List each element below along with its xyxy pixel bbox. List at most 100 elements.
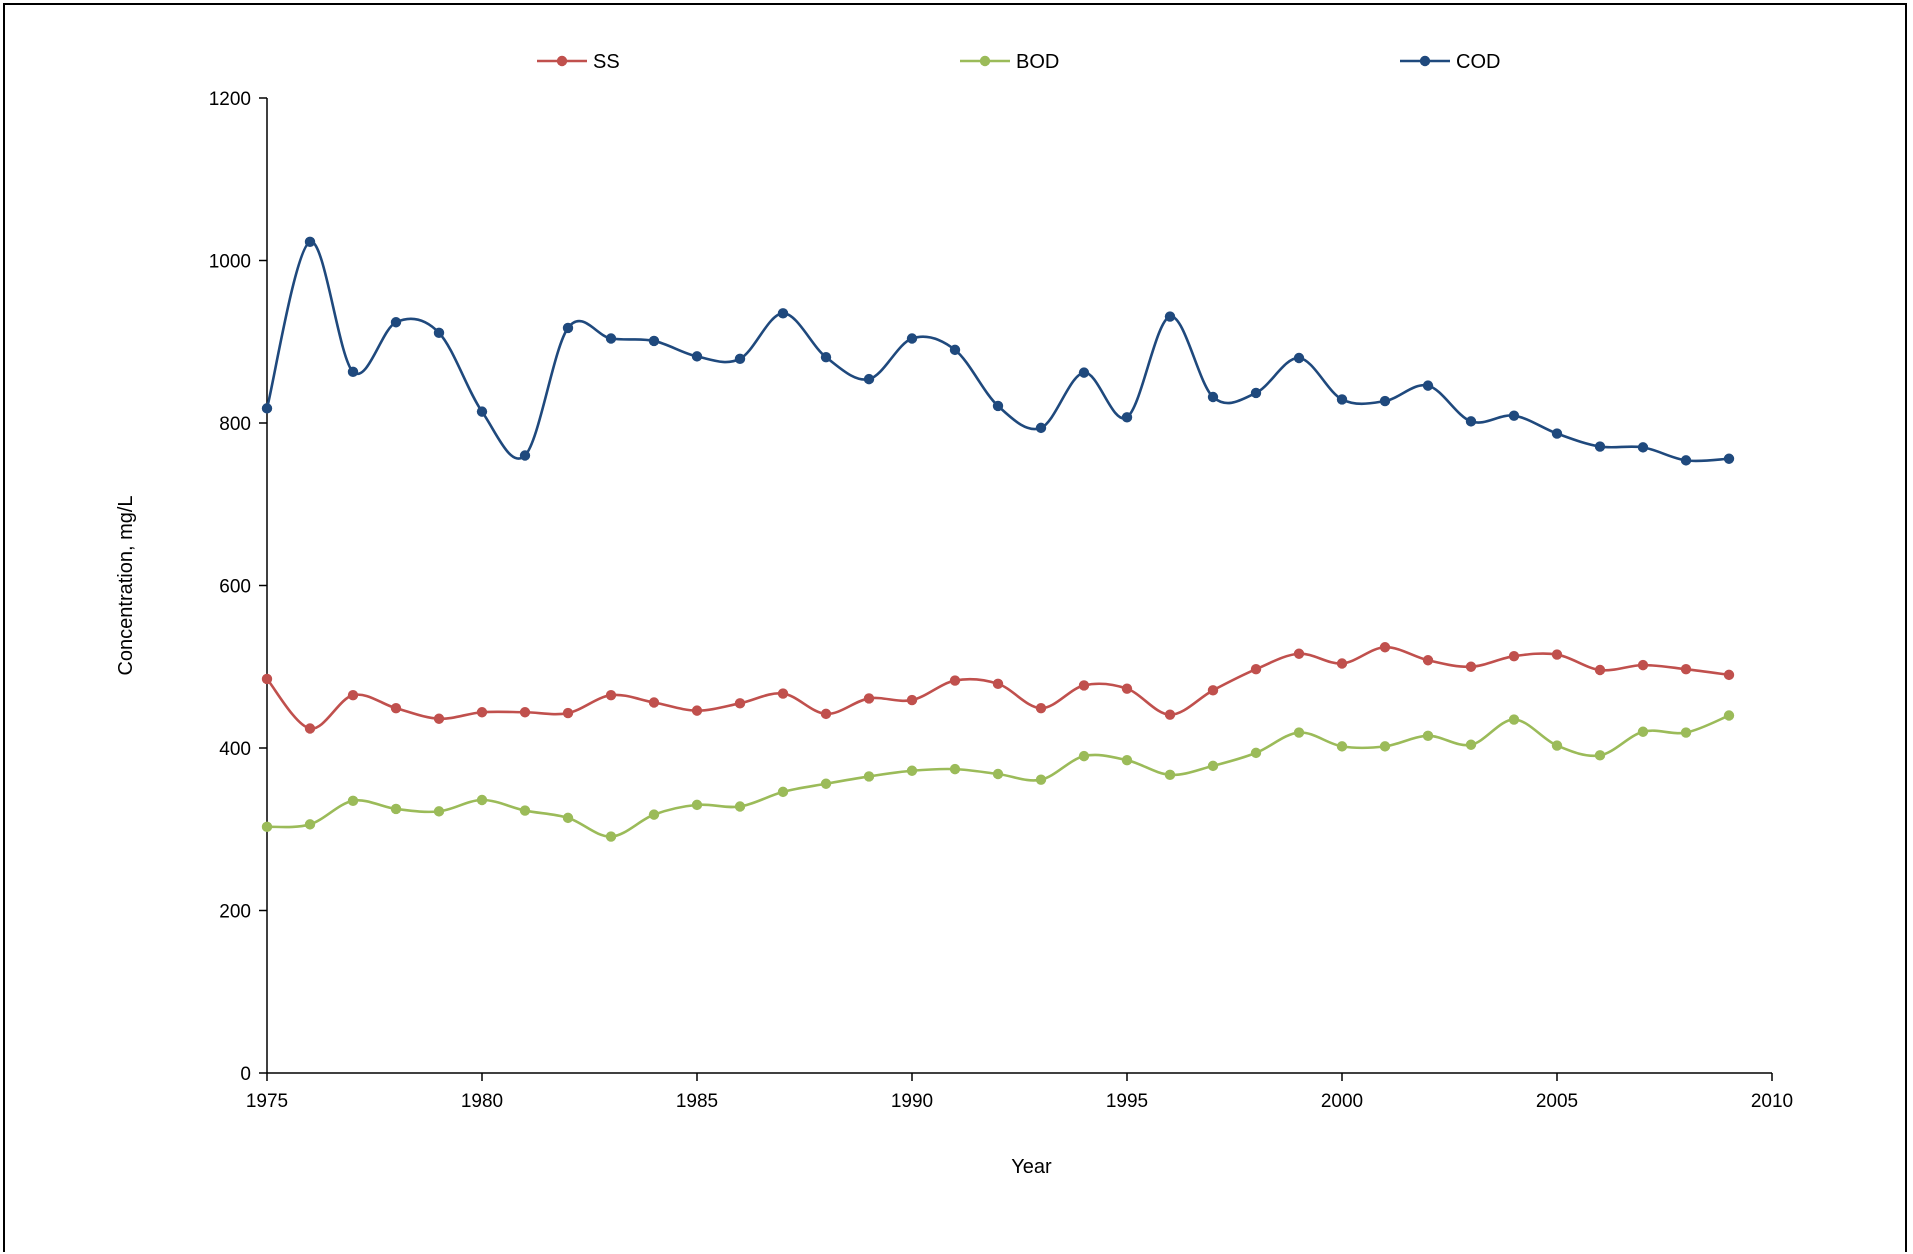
data-point-cod (1379, 395, 1391, 407)
legend-item-bod: BOD (960, 51, 1059, 73)
data-point-ss (1422, 655, 1434, 666)
data-point-cod (734, 353, 746, 365)
data-point-ss (777, 688, 789, 699)
data-point-bod (691, 799, 703, 811)
data-point-bod (1508, 714, 1520, 725)
data-point-cod (777, 308, 789, 319)
y-tick-label: 1200 (209, 89, 251, 110)
data-point-bod (1078, 750, 1090, 762)
data-point-cod (476, 406, 488, 417)
data-point-ss (648, 697, 660, 708)
data-point-bod (1637, 726, 1649, 737)
data-point-bod (605, 831, 617, 842)
y-tick-label: 400 (219, 739, 251, 760)
data-point-bod (1594, 750, 1606, 761)
data-point-ss (863, 693, 875, 704)
data-point-cod (820, 351, 832, 363)
data-point-bod (734, 801, 746, 812)
data-point-cod (519, 450, 531, 461)
data-point-bod (433, 806, 445, 817)
data-point-cod (1723, 453, 1735, 464)
legend-label-ss: SS (593, 51, 620, 73)
data-point-ss (1207, 685, 1219, 696)
data-point-cod (605, 333, 617, 344)
series-cod (261, 236, 1735, 466)
data-point-cod (1637, 442, 1649, 453)
data-point-ss (1078, 680, 1090, 691)
data-point-ss (1336, 658, 1348, 669)
x-tick-label: 1975 (246, 1091, 288, 1112)
data-point-bod (820, 778, 832, 789)
data-point-ss (261, 673, 273, 685)
data-point-ss (1465, 661, 1477, 672)
chart-frame: SS BOD COD 0 200 400 600 800 1000 1200 1975 1980 1… (3, 3, 1907, 1252)
legend-item-ss: SS (537, 51, 620, 73)
data-point-ss (1551, 649, 1563, 660)
series-bod (261, 710, 1735, 842)
x-axis-title: Year (1011, 1156, 1052, 1178)
x-tick-label: 1995 (1106, 1091, 1148, 1112)
x-tick-label: 1980 (461, 1091, 503, 1112)
data-point-cod (1207, 391, 1219, 403)
data-point-cod (433, 327, 445, 339)
data-point-ss (820, 708, 832, 720)
data-point-ss (347, 689, 359, 701)
data-point-bod (347, 795, 359, 807)
data-point-cod (949, 344, 961, 356)
data-point-bod (304, 819, 316, 830)
data-point-cod (1035, 422, 1047, 434)
data-point-cod (992, 400, 1004, 412)
x-tick-label: 2005 (1536, 1091, 1578, 1112)
data-point-bod (992, 768, 1004, 780)
data-point-ss (1379, 642, 1391, 653)
data-point-bod (863, 771, 875, 782)
data-point-ss (476, 707, 488, 718)
data-point-bod (1422, 730, 1434, 742)
data-point-bod (777, 786, 789, 798)
data-point-bod (1379, 741, 1391, 752)
data-point-ss (992, 678, 1004, 690)
data-point-bod (1723, 710, 1735, 721)
data-point-bod (1121, 754, 1133, 766)
data-point-cod (648, 335, 660, 347)
x-tick-label: 2000 (1321, 1091, 1363, 1112)
data-point-ss (304, 723, 316, 734)
data-point-ss (1164, 709, 1176, 720)
data-point-cod (691, 351, 703, 362)
data-point-ss (519, 707, 531, 718)
data-point-bod (562, 812, 574, 824)
y-tick-label: 800 (219, 414, 251, 435)
data-point-bod (1164, 769, 1176, 781)
legend-item-cod: COD (1400, 51, 1500, 73)
data-point-bod (1551, 740, 1563, 751)
data-point-bod (906, 765, 918, 776)
data-point-ss (1508, 650, 1520, 662)
data-point-bod (261, 821, 273, 833)
data-point-bod (1035, 774, 1047, 785)
data-point-bod (1465, 739, 1477, 750)
y-tick-label: 600 (219, 577, 251, 598)
data-point-cod (1465, 416, 1477, 427)
data-point-bod (476, 794, 488, 806)
legend-label-bod: BOD (1016, 51, 1059, 73)
data-point-cod (906, 333, 918, 344)
data-point-ss (562, 707, 574, 719)
data-point-bod (1207, 760, 1219, 772)
data-point-ss (949, 675, 961, 686)
y-axis-title: Concentration, mg/L (115, 495, 137, 675)
x-tick-label: 2010 (1751, 1091, 1793, 1112)
data-point-bod (1680, 727, 1692, 738)
data-point-cod (562, 322, 574, 334)
y-tick-label: 200 (219, 902, 251, 923)
data-point-ss (433, 713, 445, 724)
data-point-cod (1121, 412, 1133, 423)
data-point-bod (1250, 747, 1262, 759)
data-point-cod (1293, 352, 1305, 364)
data-point-ss (691, 705, 703, 716)
legend: SS BOD COD (537, 51, 1500, 73)
x-axis-ticks: 1975 1980 1985 1990 1995 2000 2005 2010 (246, 1073, 1793, 1112)
data-point-cod (1164, 311, 1176, 322)
data-point-bod (1336, 741, 1348, 752)
